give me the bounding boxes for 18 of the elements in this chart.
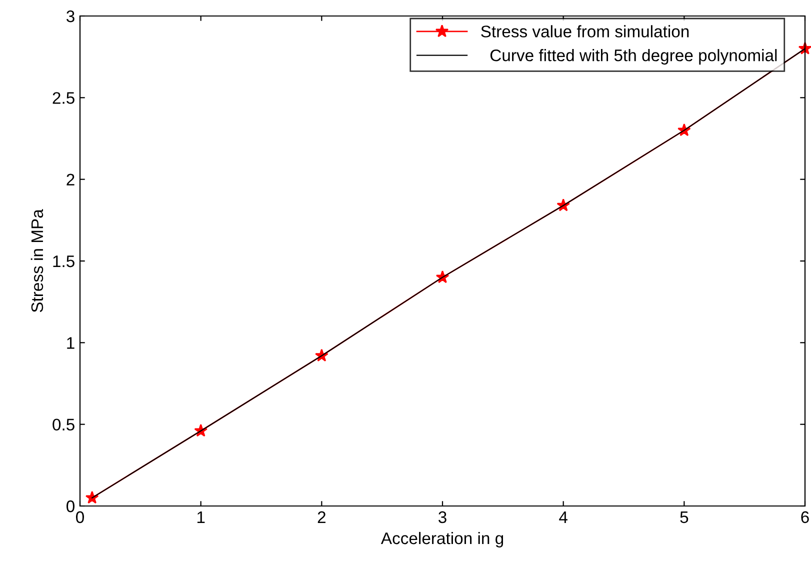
x-tick-label: 1 [197,511,205,523]
x-tick-label: 0 [76,511,84,524]
y-tick-label: 2 [66,174,74,186]
x-tick-label: 5 [680,511,688,524]
y-axis-title: Stress in MPa [30,209,44,312]
x-tick-label: 2 [318,511,326,523]
x-tick-label: 6 [801,511,809,524]
y-tick-label: 1.5 [53,256,74,268]
x-tick-label: 4 [559,511,568,523]
y-tick-label: 2.5 [52,92,74,104]
y-tick-label: 0 [66,500,74,512]
x-tick-label: 3 [438,511,446,524]
y-tick-label: 1 [67,337,74,349]
x-axis-title: Acceleration in g [380,532,504,548]
y-tick-label: 3 [66,10,74,22]
legend-label: Curve fitted with 5th degree polynomial [490,49,777,65]
legend-label: Stress value from simulation [481,25,689,38]
y-tick-label: 0.5 [52,418,74,431]
